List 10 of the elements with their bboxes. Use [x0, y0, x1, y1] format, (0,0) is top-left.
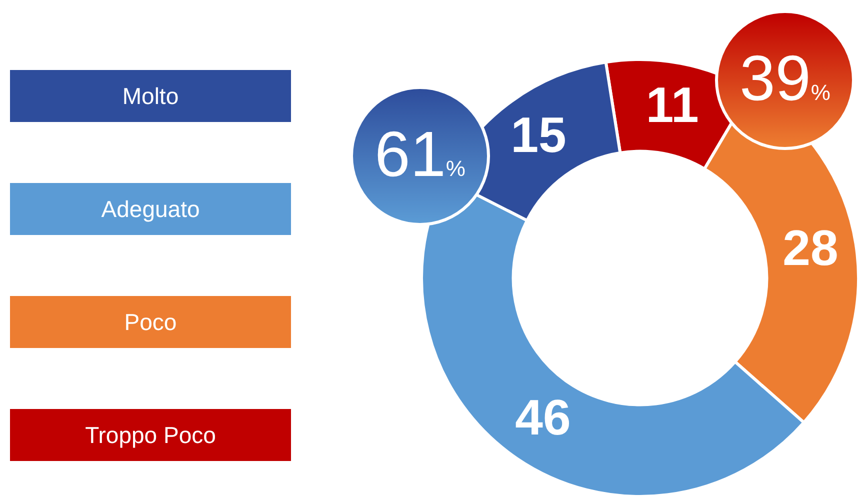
legend-label: Poco — [124, 296, 177, 348]
data-label: 15 — [510, 107, 566, 164]
data-label: 28 — [782, 220, 838, 276]
data-label: 11 — [646, 77, 699, 134]
legend-label: Troppo Poco — [85, 409, 216, 461]
text: 61% — [374, 117, 466, 191]
legend-label: Molto — [122, 70, 179, 122]
data-label: 46 — [515, 390, 571, 446]
legend-label: Adeguato — [101, 183, 200, 235]
text: 39% — [740, 41, 830, 115]
